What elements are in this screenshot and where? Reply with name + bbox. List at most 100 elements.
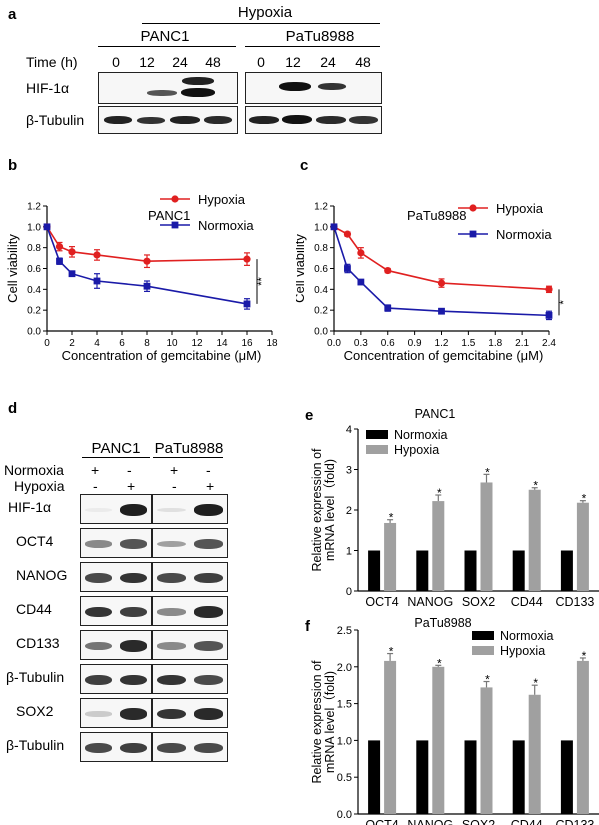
x-category-label: NANOG [407,595,453,609]
time-0-panc1: 0 [112,54,120,70]
blot-d-band [194,539,223,549]
bar-hypoxia [528,694,541,814]
x-tick-label: 18 [266,338,278,349]
x-tick-label: 4 [94,338,100,349]
series-line-normoxia [333,226,550,317]
d-hypoxia-sign-2: + [127,478,136,494]
blot-d-band [120,539,147,549]
x-category-label: CD133 [555,818,594,825]
blot-d-band [85,711,112,717]
y-tick-label: 0.2 [27,306,41,317]
x-tick-label: 0.6 [381,338,395,349]
x-tick-label: 1.2 [435,338,449,349]
y-axis-title-line1: Relative expression of [310,660,324,784]
blot-d-band [120,640,147,652]
x-tick-label: 8 [144,338,150,349]
data-point-normoxia [43,223,51,231]
significance-mark: * [582,492,587,506]
blot-d-band [194,675,223,685]
blot-d-box-1-0 [80,528,152,558]
hypoxia-header: Hypoxia [237,4,293,21]
blot-d-band [85,606,112,618]
x-category-label: CD44 [511,595,543,609]
time-24-patu: 24 [320,54,336,70]
y-tick-label: 2 [346,505,352,517]
data-point-normoxia [545,311,553,319]
x-tick-label: 10 [166,338,178,349]
y-axis-title-line1: Relative expression of [310,448,324,572]
blot-d-band [120,674,147,686]
y-tick-label: 2.0 [337,662,352,674]
data-point-hypoxia [143,257,151,265]
x-tick-label: 2.4 [542,338,556,349]
cell-line-panc1: PANC1 [140,28,190,45]
chart-title: PaTu8988 [414,616,471,630]
y-tick-label: 1 [346,546,352,558]
d-normoxia-label: Normoxia [4,462,64,478]
data-point-hypoxia [55,243,64,251]
data-point-normoxia [330,223,338,231]
panel-letter-a: a [8,6,17,23]
blot-d-band [157,642,186,650]
significance-mark: * [558,299,570,304]
significance-mark: * [533,479,538,493]
time-12-panc1: 12 [139,54,155,70]
blot-d-band [157,674,186,686]
data-point-normoxia [68,270,76,278]
blot-d-band [157,743,186,753]
bar-normoxia [512,740,525,814]
y-tick-label: 1.0 [337,735,352,747]
legend-marker [469,204,477,212]
d-cell-line-panc1: PANC1 [91,440,141,457]
blot-d-box-0-0 [80,494,152,524]
blot-d-band [85,540,112,548]
y-tick-label: 3 [346,465,352,477]
x-tick-label: 2 [69,338,75,349]
x-tick-label: 12 [191,338,203,349]
blot-d-label-0: HIF-1α [8,499,52,515]
legend-marker [469,230,477,238]
data-point-hypoxia [243,255,251,263]
legend-label-hypoxia: Hypoxia [500,644,545,658]
bar-hypoxia [384,522,397,591]
data-point-hypoxia [545,285,553,293]
y-tick-label: 0.0 [314,327,328,338]
y-tick-label: 0.4 [314,285,328,296]
time-48-patu: 48 [355,54,371,70]
data-point-hypoxia [343,230,352,238]
data-point-hypoxia [357,249,365,257]
blot-d-label-3: CD44 [16,601,52,617]
blot-d-band [120,708,147,720]
legend-label-normoxia: Normoxia [394,428,448,442]
bar-hypoxia [528,489,541,591]
chart-e-panc1-mrna: 0 1 2 3 4 * OCT4 * NANOG * SOX2 * CD44 * CD133 PANC1 Rel… [310,407,599,609]
d-cell-line-patu8988: PaTu8988 [154,440,224,457]
blot-d-band [85,674,112,686]
legend-label-hypoxia: Hypoxia [496,201,544,216]
blot-d-label-4: CD133 [16,635,60,651]
blot-d-box-2-0 [80,562,152,592]
blot-d-box-3-1 [152,596,228,626]
blot-d-band [194,743,223,753]
data-point-normoxia [143,282,151,290]
data-point-normoxia [438,307,445,315]
data-point-hypoxia [384,266,392,275]
panel-letter-f: f [305,618,310,635]
d-hypoxia-sign-4: + [206,478,215,494]
legend-swatch [472,631,494,640]
y-axis-title-line2: mRNA level（fold) [323,459,337,561]
blot-d-band [85,641,112,651]
patu8988-line [245,46,380,47]
panc1-line [98,46,236,47]
y-tick-label: 1.2 [27,202,41,213]
x-tick-label: 0 [44,338,50,349]
cell-line-patu8988: PaTu8988 [285,28,355,45]
blot-d-box-3-0 [80,596,152,626]
data-point-hypoxia [93,251,101,259]
bar-normoxia [512,550,525,591]
bar-hypoxia [480,482,493,591]
time-48-panc1: 48 [205,54,221,70]
time-24-panc1: 24 [172,54,188,70]
x-tick-label: 1.5 [461,338,475,349]
blot-d-band [157,573,186,583]
